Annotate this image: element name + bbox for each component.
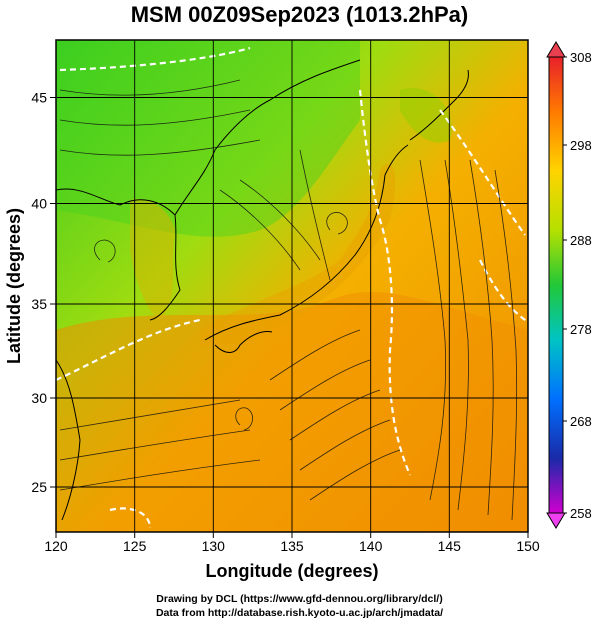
colorbar-label: 308 — [570, 50, 592, 65]
korea-landmass — [130, 199, 175, 320]
cool-region — [56, 40, 360, 237]
x-tick-label: 125 — [123, 538, 147, 554]
map-area — [56, 40, 528, 532]
credit-line-drawing: Drawing by DCL (https://www.gfd-dennou.o… — [156, 593, 443, 605]
x-tick-label: 120 — [44, 538, 68, 554]
x-axis-label: Longitude (degrees) — [205, 561, 378, 581]
y-tick-label: 35 — [31, 296, 47, 312]
hokkaido-landmass — [400, 88, 452, 143]
colorbar: 308 298 288 278 268 258 — [546, 41, 592, 529]
colorbar-label: 268 — [570, 414, 592, 429]
x-tick-label: 135 — [280, 538, 304, 554]
x-tick-label: 130 — [202, 538, 226, 554]
colorbar-label: 298 — [570, 138, 592, 153]
credit-line-data: Data from http://database.rish.kyoto-u.a… — [155, 607, 444, 619]
y-tick-labels: 25 30 35 40 45 — [31, 90, 47, 496]
japan-landmass — [200, 163, 396, 347]
colorbar-min-arrow — [546, 512, 566, 529]
x-tick-labels: 120 125 130 135 140 145 150 — [44, 538, 540, 554]
x-tick-label: 150 — [516, 538, 540, 554]
x-tick-label: 145 — [438, 538, 462, 554]
colorbar-label: 258 — [570, 506, 592, 521]
colorbar-label: 288 — [570, 233, 592, 248]
colorbar-label: 278 — [570, 322, 592, 337]
graticule — [56, 40, 528, 532]
credits: Drawing by DCL (https://www.gfd-dennou.o… — [0, 592, 599, 620]
colorbar-gradient — [548, 56, 564, 514]
y-tick-label: 25 — [31, 479, 47, 495]
axis-ticks — [50, 97, 529, 538]
coastlines — [56, 59, 469, 521]
x-tick-label: 140 — [359, 538, 383, 554]
y-tick-label: 40 — [31, 196, 47, 212]
y-axis-label: Latitude (degrees) — [4, 208, 24, 364]
y-tick-label: 30 — [31, 390, 47, 406]
y-tick-label: 45 — [31, 90, 47, 106]
isotherms — [56, 46, 528, 529]
colorbar-max-arrow — [546, 41, 566, 58]
wind-streamlines — [59, 79, 518, 521]
map-title: MSM 00Z09Sep2023 (1013.2hPa) — [130, 2, 469, 27]
